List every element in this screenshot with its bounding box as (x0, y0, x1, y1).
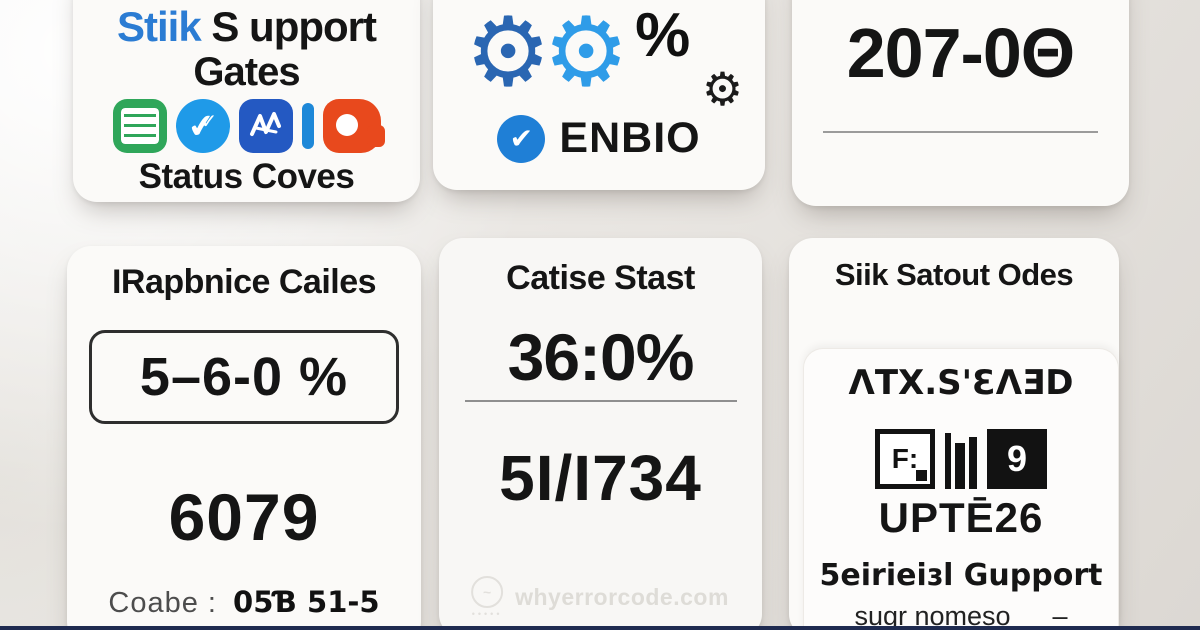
big-number: 5I/I734 (499, 442, 702, 514)
card-status-odes: Siik Satout Odes ΛTX.S'ƐΛƎD F: 9 UPTĒ26 … (789, 238, 1119, 630)
watermark-dots: ••••• (471, 609, 503, 619)
percent-value: 36:0% (507, 320, 695, 394)
bar (969, 437, 977, 489)
watermark-text: whyerrorcode.com (515, 583, 729, 610)
spreadsheet-lines (121, 108, 159, 144)
sub-line-text: sugr nomeso (854, 601, 1011, 630)
footer-label: Coabe : (108, 587, 217, 619)
card-title: IRapbnice Cailes (111, 263, 377, 301)
big-number: 6079 (168, 480, 320, 554)
app-icon-row: ✔ ✓ (73, 99, 420, 153)
barcode-bars-icon (945, 429, 977, 489)
scribble-square-icon (238, 99, 293, 153)
bar (955, 443, 965, 489)
sub-line-dash: – (1052, 601, 1068, 630)
qr-glyph-row: F: 9 (804, 417, 1118, 489)
watermark-ring-icon: ~ (471, 576, 504, 608)
enbio-row: ✔ ENBIO (433, 114, 765, 163)
title-word-blue: Stiik (116, 3, 202, 50)
scribble-glyph (249, 112, 281, 136)
watermark: ~ ••••• whyerrorcode.com (471, 576, 729, 619)
qr-square-icon: 9 (987, 429, 1047, 489)
boxed-value-text: 5–6-0 % (139, 347, 349, 407)
pill-bar-icon (301, 103, 314, 149)
card-caption: Status Coves (138, 157, 355, 196)
check-glyph: ✔ (185, 105, 218, 147)
card-appliance-codes: IRapbnice Cailes 5–6-0 % 6079 Coabe : 05… (67, 246, 421, 630)
gear-icon-small: ⚙ (701, 62, 744, 116)
check-glyph-small: ✓ (200, 109, 218, 133)
inner-title: ΛTX.S'ƐΛƎD (848, 363, 1074, 403)
support-line: 5eirieiɜl Gupport (819, 558, 1103, 593)
card-error-code: 207-0Θ (792, 0, 1129, 206)
error-code-text: 207-0Θ (846, 14, 1075, 92)
watermark-badge-icon: ~ ••••• (471, 576, 504, 619)
bottom-navy-bar (0, 626, 1200, 630)
card-subtitle: Gates (193, 50, 300, 94)
card-title: Siik Satout Odes (834, 257, 1074, 292)
bar (945, 433, 951, 489)
sub-line: sugr nomeso – (804, 599, 1118, 630)
boxed-value: 5–6-0 % (89, 330, 399, 424)
card-support-gates: Stiik S upport Gates ✔ ✓ Status Coves (73, 0, 420, 202)
qr-f-label: F: (891, 443, 919, 474)
inner-code: UPTĒ26 (878, 494, 1044, 541)
gear-row: ⚙ ⚙ % ⚙ (433, 0, 765, 112)
card-cause-stats: Catise Stast 36:0% 5I/I734 (439, 238, 762, 630)
title-word-black: S upport (211, 3, 377, 50)
percent-sign: % (635, 1, 691, 70)
enbio-label: ENBIO (559, 114, 701, 162)
spreadsheet-icon (112, 99, 167, 153)
double-check-circle-icon: ✔ ✓ (175, 99, 230, 153)
check-glyph: ✔ (509, 122, 534, 155)
check-circle-icon: ✔ (497, 114, 546, 163)
code-footer: Coabe : 05Ɓ 51-5 (67, 584, 421, 621)
gear-icon-dark: ⚙ (464, 0, 551, 108)
divider-line (823, 131, 1098, 133)
divider-line (464, 400, 737, 402)
qr-block-icon: F: (875, 429, 935, 489)
qr-nine-label: 9 (1006, 438, 1028, 479)
inner-label-card: ΛTX.S'ƐΛƎD F: 9 UPTĒ26 5eirieiɜl Gupport… (803, 348, 1119, 630)
card-gears-enbio: ⚙ ⚙ % ⚙ ✔ ENBIO (433, 0, 765, 190)
camera-blob-icon (322, 99, 385, 153)
gear-icon-light: ⚙ (543, 0, 630, 108)
percent-with-gear: % ⚙ (629, 1, 743, 112)
card-title: Stiik S upport (73, 4, 420, 50)
card-title: Catise Stast (506, 259, 695, 297)
footer-value: 05Ɓ 51-5 (233, 585, 380, 619)
